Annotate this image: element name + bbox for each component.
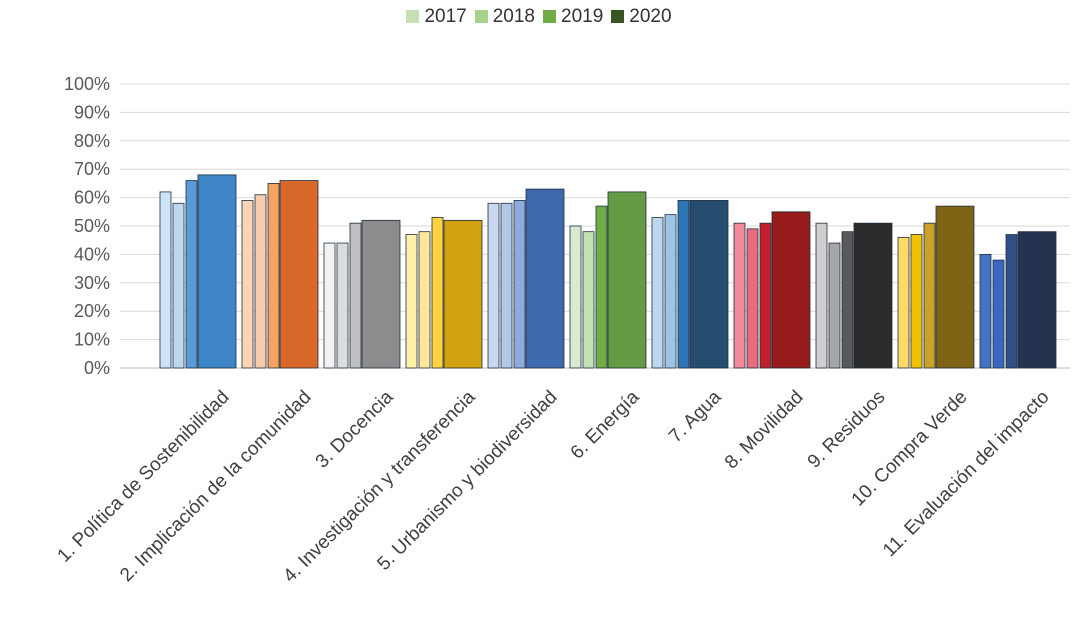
y-tick-label: 80% bbox=[74, 131, 110, 151]
bar-group bbox=[733, 211, 811, 369]
bar-group bbox=[569, 191, 647, 369]
legend-swatch bbox=[611, 10, 625, 23]
bar bbox=[746, 228, 759, 369]
bar bbox=[677, 200, 690, 369]
bar bbox=[923, 222, 936, 369]
x-tick-label: 5. Urbanismo y biodiversidad bbox=[373, 387, 561, 575]
bar bbox=[241, 200, 254, 369]
bar bbox=[418, 231, 431, 369]
x-tick-label: 3. Docencia bbox=[312, 386, 398, 472]
bar bbox=[1017, 231, 1057, 369]
legend-label: 2017 bbox=[424, 6, 467, 27]
bar bbox=[159, 191, 172, 369]
bar-group bbox=[897, 205, 975, 369]
legend-item: 2019 bbox=[543, 6, 603, 28]
bar-group bbox=[241, 180, 319, 369]
y-tick-label: 40% bbox=[74, 244, 110, 264]
bar bbox=[361, 219, 401, 369]
legend-item: 2018 bbox=[474, 6, 535, 28]
y-axis-ticks: 0% 10% 20% 30% 40% 50% 60% 70% 80% 90% 100% bbox=[64, 74, 110, 378]
legend-label: 2018 bbox=[492, 6, 535, 27]
bar bbox=[771, 211, 811, 369]
bar bbox=[323, 242, 336, 369]
bar bbox=[651, 217, 664, 369]
legend-item: 2017 bbox=[406, 6, 467, 28]
legend-label: 2020 bbox=[629, 6, 672, 27]
y-tick-label: 70% bbox=[74, 159, 110, 179]
bar-group bbox=[159, 174, 237, 369]
legend-label: 2019 bbox=[561, 6, 604, 27]
bar bbox=[853, 222, 893, 369]
bar bbox=[405, 234, 418, 369]
legend-swatch bbox=[406, 10, 420, 23]
bar bbox=[607, 191, 647, 369]
y-tick-label: 30% bbox=[74, 273, 110, 293]
y-tick-label: 50% bbox=[74, 216, 110, 236]
bar bbox=[500, 202, 513, 369]
bar bbox=[664, 214, 677, 369]
x-tick-label: 9. Residuos bbox=[804, 387, 890, 473]
bar bbox=[569, 225, 582, 369]
x-tick-label: 11. Evaluación del impacto bbox=[879, 387, 1053, 561]
y-tick-label: 0% bbox=[84, 358, 110, 378]
bars bbox=[159, 174, 1057, 369]
y-tick-label: 10% bbox=[74, 330, 110, 350]
bar-group bbox=[815, 222, 893, 369]
bar bbox=[525, 188, 565, 369]
bar bbox=[487, 202, 500, 369]
bar-group bbox=[405, 217, 483, 369]
bar bbox=[979, 253, 992, 369]
legend-item: 2020 bbox=[611, 6, 672, 28]
bar bbox=[1005, 234, 1018, 369]
bar bbox=[279, 180, 319, 369]
bar bbox=[689, 200, 729, 369]
bar bbox=[185, 180, 198, 369]
x-tick-label: 8. Movilidad bbox=[721, 387, 808, 474]
y-tick-label: 20% bbox=[74, 301, 110, 321]
legend: 2017 2018 2019 2020 bbox=[0, 6, 1078, 28]
legend-swatch bbox=[474, 10, 488, 23]
bar bbox=[172, 202, 185, 369]
bar bbox=[815, 222, 828, 369]
bar bbox=[992, 259, 1005, 369]
bar bbox=[254, 194, 267, 369]
bar bbox=[595, 205, 608, 369]
bar bbox=[828, 242, 841, 369]
bar bbox=[582, 231, 595, 369]
bar bbox=[733, 222, 746, 369]
bar bbox=[349, 222, 362, 369]
bar-group bbox=[979, 231, 1057, 369]
x-tick-label: 7. Agua bbox=[665, 386, 726, 447]
bar bbox=[443, 219, 483, 369]
bar bbox=[431, 217, 444, 369]
bar-group bbox=[487, 188, 565, 369]
bar bbox=[897, 236, 910, 369]
x-tick-label: 6. Energía bbox=[567, 386, 644, 463]
y-tick-label: 60% bbox=[74, 188, 110, 208]
bar bbox=[841, 231, 854, 369]
bar-group bbox=[651, 200, 729, 369]
bar-group bbox=[323, 219, 401, 369]
bar bbox=[267, 182, 280, 369]
bar bbox=[197, 174, 237, 369]
bar bbox=[513, 200, 526, 369]
bar bbox=[336, 242, 349, 369]
bar bbox=[935, 205, 975, 369]
bar bbox=[759, 222, 772, 369]
bar bbox=[910, 234, 923, 369]
y-tick-label: 100% bbox=[64, 74, 110, 94]
y-tick-label: 90% bbox=[74, 102, 110, 122]
legend-swatch bbox=[543, 10, 556, 23]
x-tick-label: 1. Política de Sostenibilidad bbox=[54, 387, 234, 567]
